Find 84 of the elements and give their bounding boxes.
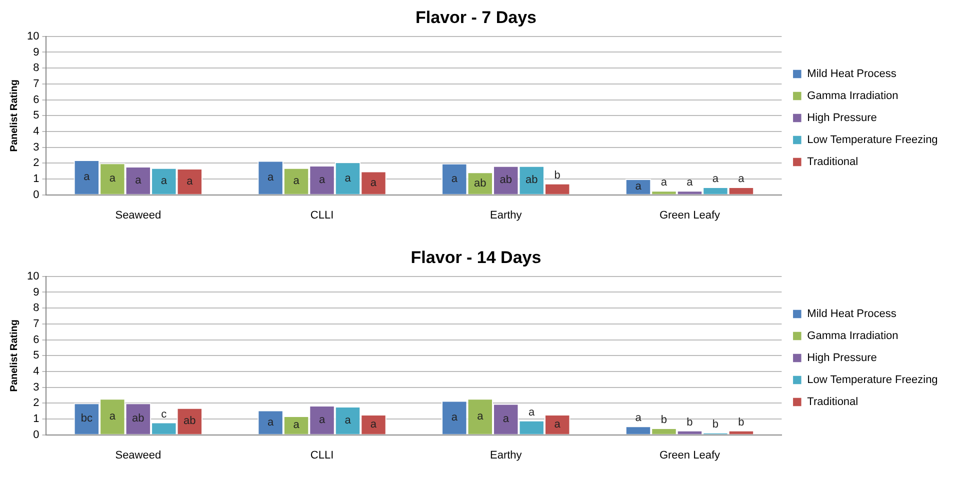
y-tick-label: 4 — [33, 365, 40, 378]
x-tick-label: Seaweed — [115, 209, 162, 222]
data-label: a — [84, 171, 91, 184]
data-label: a — [370, 176, 378, 189]
legend-label: Mild Heat Process — [807, 308, 897, 320]
data-label: b — [660, 414, 668, 426]
y-tick-label: 7 — [33, 78, 40, 90]
y-tick-label: 2 — [33, 397, 40, 410]
x-tick-label: Seaweed — [115, 449, 162, 462]
data-label: a — [554, 418, 562, 430]
data-label: ab — [184, 415, 196, 428]
x-tick-label: Green Leafy — [659, 449, 720, 462]
y-tick-label: 9 — [33, 46, 40, 58]
data-label: b — [738, 416, 744, 428]
y-tick-label: 5 — [33, 110, 40, 122]
data-label: a — [109, 172, 116, 185]
chart-title: Flavor - 7 Days — [416, 8, 536, 27]
data-label: a — [686, 176, 694, 189]
y-tick-label: 7 — [33, 318, 40, 330]
y-tick-label: 3 — [33, 381, 40, 394]
data-label: a — [451, 412, 458, 424]
y-tick-label: 8 — [33, 62, 40, 74]
data-label: ab — [132, 412, 144, 425]
y-tick-label: 0 — [33, 188, 40, 201]
legend-label: High Pressure — [807, 112, 877, 124]
data-label: ab — [525, 174, 538, 186]
legend-label: Traditional — [807, 396, 858, 408]
x-tick-label: CLLI — [310, 449, 334, 462]
data-label: ab — [500, 174, 512, 186]
y-tick-label: 2 — [33, 157, 40, 170]
data-label: c — [161, 408, 168, 420]
y-tick-label: 8 — [33, 302, 40, 314]
data-label: a — [267, 172, 274, 184]
data-label: bc — [80, 412, 93, 425]
data-label: a — [635, 412, 642, 424]
data-label: a — [318, 414, 326, 426]
y-tick-label: 6 — [33, 334, 40, 346]
data-label: a — [186, 175, 194, 188]
data-label: a — [528, 406, 536, 418]
data-label: b — [554, 169, 560, 182]
y-tick-label: 10 — [26, 30, 40, 42]
data-label: b — [712, 418, 719, 430]
data-label: b — [686, 416, 693, 428]
data-label: a — [293, 419, 300, 432]
data-label: a — [344, 172, 352, 184]
x-tick-label: Earthy — [490, 449, 522, 462]
legend-label: Gamma Irradiation — [807, 90, 898, 102]
data-label: a — [712, 173, 720, 186]
legend-label: Gamma Irradiation — [807, 330, 898, 342]
data-label: a — [738, 173, 746, 186]
legend-label: Traditional — [807, 156, 858, 168]
data-label: a — [660, 176, 668, 189]
legend-label: Mild Heat Process — [807, 68, 897, 80]
y-tick-label: 9 — [33, 286, 40, 298]
y-axis-title: Panelist Rating — [8, 79, 20, 152]
data-label: a — [293, 175, 300, 188]
legend-label: Low Temperature Freezing — [807, 374, 938, 386]
data-label: a — [635, 180, 642, 193]
data-label: a — [502, 413, 510, 426]
y-tick-label: 4 — [33, 125, 40, 138]
data-label: a — [370, 418, 378, 430]
data-label: a — [267, 416, 274, 428]
legend-label: High Pressure — [807, 352, 877, 364]
x-tick-label: Earthy — [490, 209, 522, 222]
data-label: a — [344, 414, 352, 426]
y-tick-label: 5 — [33, 350, 40, 362]
y-tick-label: 6 — [33, 94, 40, 106]
y-tick-label: 1 — [33, 172, 40, 185]
y-tick-label: 3 — [33, 141, 40, 154]
data-label: a — [109, 410, 116, 423]
data-label: a — [135, 174, 142, 186]
data-label: ab — [474, 177, 486, 190]
data-label: a — [451, 172, 458, 185]
y-axis-title: Panelist Rating — [8, 319, 20, 392]
data-label: a — [477, 410, 484, 423]
data-label: a — [160, 175, 168, 188]
x-tick-label: Green Leafy — [659, 209, 720, 222]
y-tick-label: 0 — [33, 428, 40, 441]
chart-title: Flavor - 14 Days — [410, 248, 542, 267]
legend-label: Low Temperature Freezing — [807, 134, 938, 146]
data-label: a — [318, 174, 326, 186]
y-tick-label: 1 — [33, 412, 40, 425]
x-tick-label: CLLI — [310, 209, 334, 222]
y-tick-label: 10 — [26, 270, 40, 282]
